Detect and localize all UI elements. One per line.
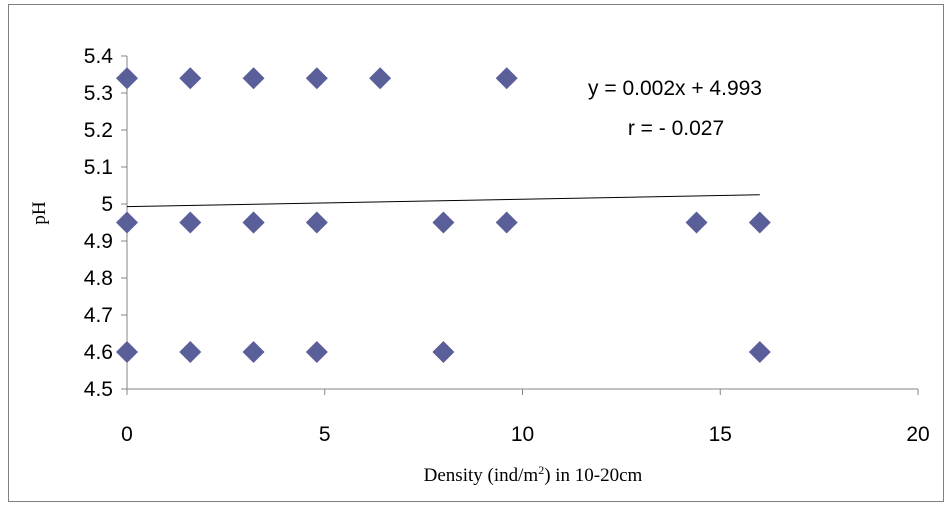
data-point xyxy=(369,67,392,90)
y-tick-label: 5.4 xyxy=(84,45,114,68)
y-tick-label: 4.9 xyxy=(84,230,113,253)
chart-frame xyxy=(8,4,944,502)
x-axis-title: Density (ind/m2) in 10-20cm xyxy=(424,463,643,486)
data-point xyxy=(432,211,455,234)
x-tick-label: 20 xyxy=(906,423,929,446)
data-point xyxy=(242,341,265,363)
data-point xyxy=(685,211,708,234)
correlation-annotation: r = - 0.027 xyxy=(628,117,724,140)
data-points xyxy=(116,67,771,363)
y-tick-label: 5.3 xyxy=(84,82,113,105)
data-point xyxy=(179,211,202,234)
data-point xyxy=(495,67,518,90)
y-axis-title: pH xyxy=(29,201,50,225)
x-tick-label: 0 xyxy=(121,423,133,446)
trendline xyxy=(126,194,760,208)
y-tick-label: 5 xyxy=(101,193,113,216)
data-point xyxy=(305,211,328,234)
x-axis-title-superscript: 2 xyxy=(538,463,544,477)
data-point xyxy=(242,211,265,234)
data-point xyxy=(179,67,202,90)
data-point xyxy=(116,67,138,90)
x-tick-label: 10 xyxy=(511,423,534,446)
data-point xyxy=(748,341,771,363)
data-point xyxy=(748,211,771,234)
y-tick-label: 5.1 xyxy=(84,156,113,179)
data-point xyxy=(179,341,202,363)
y-axis-ticks: 4.5 4.6 4.7 4.8 4.9 5 5.1 5.2 5.3 5.4 xyxy=(84,45,127,401)
y-tick-label: 4.6 xyxy=(84,341,113,364)
data-point xyxy=(242,67,265,90)
y-tick-label: 4.7 xyxy=(84,304,113,327)
x-axis-title-main: Density (ind/m xyxy=(424,465,539,486)
x-tick-label: 15 xyxy=(709,423,732,446)
y-tick-label: 4.5 xyxy=(84,378,113,401)
y-tick-label: 5.2 xyxy=(84,119,113,142)
y-tick-label: 4.8 xyxy=(84,267,113,290)
data-point xyxy=(116,211,138,234)
x-axis-title-suffix: ) in 10-20cm xyxy=(544,465,642,486)
equation-annotation: y = 0.002x + 4.993 xyxy=(588,77,762,100)
data-point xyxy=(305,67,328,90)
x-axis-ticks: 0 5 10 15 20 xyxy=(121,389,930,446)
data-point xyxy=(432,341,455,363)
data-point xyxy=(495,211,518,234)
data-point xyxy=(305,341,328,363)
x-tick-label: 5 xyxy=(319,423,331,446)
data-point xyxy=(116,341,138,363)
